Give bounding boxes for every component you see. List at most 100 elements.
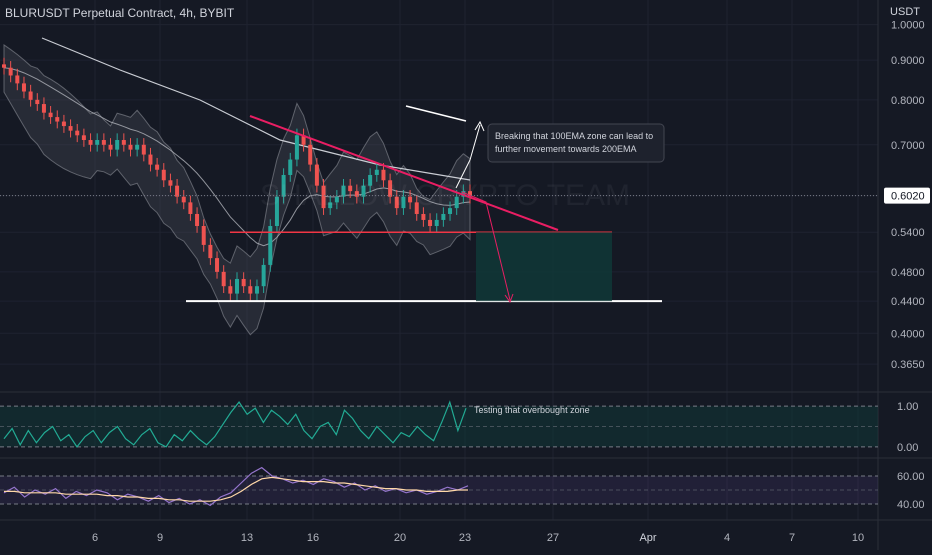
- candle-body: [421, 213, 426, 220]
- candle-body: [468, 191, 472, 197]
- candle-body: [121, 140, 126, 145]
- arrow-head: [474, 120, 485, 132]
- y-tick-label: 0.4400: [891, 296, 925, 308]
- candle-body: [128, 144, 133, 150]
- y-tick-label: 0.5400: [891, 227, 925, 239]
- ema-100-line: [3, 67, 471, 247]
- candle-body: [228, 286, 233, 294]
- candle-body: [314, 164, 319, 186]
- candle-body: [321, 185, 326, 209]
- oscillator-line: [3, 400, 467, 448]
- candle-body: [254, 286, 259, 294]
- x-tick-label: 23: [459, 532, 471, 544]
- candle-body: [88, 140, 93, 145]
- candle-body: [195, 213, 200, 227]
- symbol-title[interactable]: BLURUSDT Perpetual Contract, 4h, BYBIT: [5, 6, 235, 20]
- oscillator-annotation: Testing that overbought zone: [474, 405, 590, 415]
- candle-body: [288, 159, 293, 175]
- candle-body: [75, 130, 80, 136]
- candle-body: [448, 208, 453, 214]
- candle-body: [248, 286, 253, 294]
- candle-body: [208, 244, 213, 259]
- candle-body: [48, 112, 53, 118]
- resistance-trendline: [249, 115, 559, 231]
- x-tick-label: 4: [724, 532, 730, 544]
- down-projection-arrow: [461, 191, 511, 301]
- x-tick-label: 7: [789, 532, 795, 544]
- candle-body: [308, 144, 313, 165]
- x-tick-label: 6: [92, 532, 98, 544]
- annotation-box: [487, 123, 665, 163]
- candle-body: [235, 278, 239, 294]
- ema-200-line: [41, 37, 471, 181]
- annotation-text-1: Breaking that 100EMA zone can lead to: [495, 131, 653, 141]
- candle-body: [61, 121, 66, 127]
- candle-body: [414, 202, 419, 214]
- candle-body: [281, 174, 286, 197]
- candle-body: [401, 196, 406, 209]
- candle-body: [108, 144, 113, 150]
- current-price-label: 0.6020: [891, 191, 925, 203]
- x-tick-label: 20: [394, 532, 406, 544]
- osc-tick-label: 1.00: [897, 401, 918, 413]
- candle-body: [261, 264, 266, 287]
- candle-body: [188, 202, 193, 214]
- arrow-head: [504, 293, 514, 304]
- candle-body: [101, 140, 106, 145]
- short-position-zone: [476, 232, 612, 302]
- candle-body: [8, 67, 13, 76]
- candle-body: [354, 191, 359, 197]
- candle-body: [388, 180, 393, 197]
- candle-body: [274, 196, 279, 227]
- x-tick-label: 10: [852, 532, 864, 544]
- x-tick-label: 9: [157, 532, 163, 544]
- candle-body: [15, 75, 20, 84]
- x-tick-label: 16: [307, 532, 319, 544]
- candle-body: [115, 140, 120, 150]
- candle-body: [175, 185, 180, 197]
- x-tick-label: 27: [547, 532, 559, 544]
- candle-body: [348, 185, 353, 192]
- candle-body: [434, 219, 439, 227]
- oscillator-band: [0, 406, 878, 447]
- y-tick-label: 0.4800: [891, 267, 925, 279]
- stoch-line: [3, 466, 469, 507]
- annotation-text-2: further movement towards 200EMA: [495, 144, 637, 154]
- candle-body: [148, 154, 153, 165]
- candle-body: [241, 278, 246, 287]
- candle-body: [294, 135, 299, 160]
- candle-body: [95, 140, 100, 145]
- candle-body: [35, 99, 40, 105]
- candle-body: [301, 135, 306, 145]
- osc-tick-label: 0.00: [897, 442, 918, 454]
- y-tick-label: 0.7000: [891, 140, 925, 152]
- current-price-tag: [884, 187, 930, 204]
- candle-body: [168, 180, 173, 186]
- candle-body: [81, 135, 86, 141]
- candle-body: [201, 226, 206, 245]
- candle-body: [2, 64, 6, 68]
- candle-body: [28, 91, 33, 100]
- stoch-signal-line: [4, 476, 468, 502]
- bollinger-bands: [3, 43, 471, 336]
- candle-body: [221, 271, 226, 287]
- stoch-tick-label: 40.00: [897, 499, 925, 511]
- candle-body: [268, 226, 273, 265]
- candle-body: [55, 117, 60, 122]
- y-tick-label: 0.8000: [891, 95, 925, 107]
- candle-body: [341, 185, 346, 197]
- candle-body: [361, 185, 366, 197]
- ema-target-line: [405, 105, 467, 122]
- y-tick-label: 0.4000: [891, 328, 925, 340]
- candle-body: [135, 144, 140, 150]
- candle-body: [428, 219, 433, 227]
- candle-body: [155, 164, 160, 170]
- y-tick-label: 1.0000: [891, 20, 925, 32]
- candle-body: [368, 174, 373, 186]
- candle-body: [334, 196, 339, 203]
- x-tick-label: 13: [241, 532, 253, 544]
- candle-body: [41, 104, 46, 113]
- x-tick-label: Apr: [639, 532, 656, 544]
